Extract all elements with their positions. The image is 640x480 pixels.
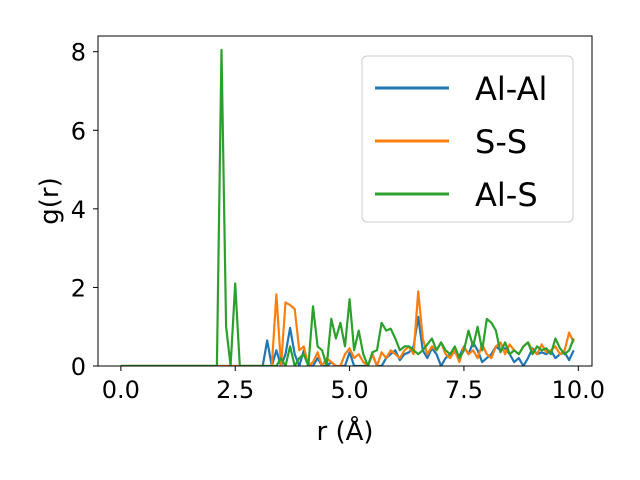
x-tick-label: 10.0 [552, 376, 605, 404]
x-tick-label: 7.5 [445, 376, 483, 404]
y-tick-label: 0 [71, 353, 86, 381]
plot-frame [97, 35, 593, 367]
series-line-al-s [120, 48, 575, 366]
x-tick-label: 2.5 [216, 376, 254, 404]
x-tick-label: 0.0 [102, 376, 140, 404]
y-tick-label: 2 [71, 274, 86, 302]
legend-label: S-S [475, 123, 527, 161]
y-axis-label: g(r) [35, 177, 65, 224]
x-tick-label: 5.0 [330, 376, 368, 404]
x-axis-label: r (Å) [316, 415, 373, 447]
axes: 0.0 2.5 5.0 7.5 10.0 0 2 4 6 8 [71, 35, 605, 404]
legend-box [361, 55, 574, 223]
legend: Al-Al S-S Al-S [361, 55, 574, 223]
legend-label: Al-S [475, 176, 538, 214]
legend-label: Al-Al [475, 70, 547, 108]
plot-lines [120, 48, 575, 366]
y-tick-label: 8 [71, 39, 86, 67]
y-tick-label: 6 [71, 117, 86, 145]
y-tick-label: 4 [71, 196, 86, 224]
